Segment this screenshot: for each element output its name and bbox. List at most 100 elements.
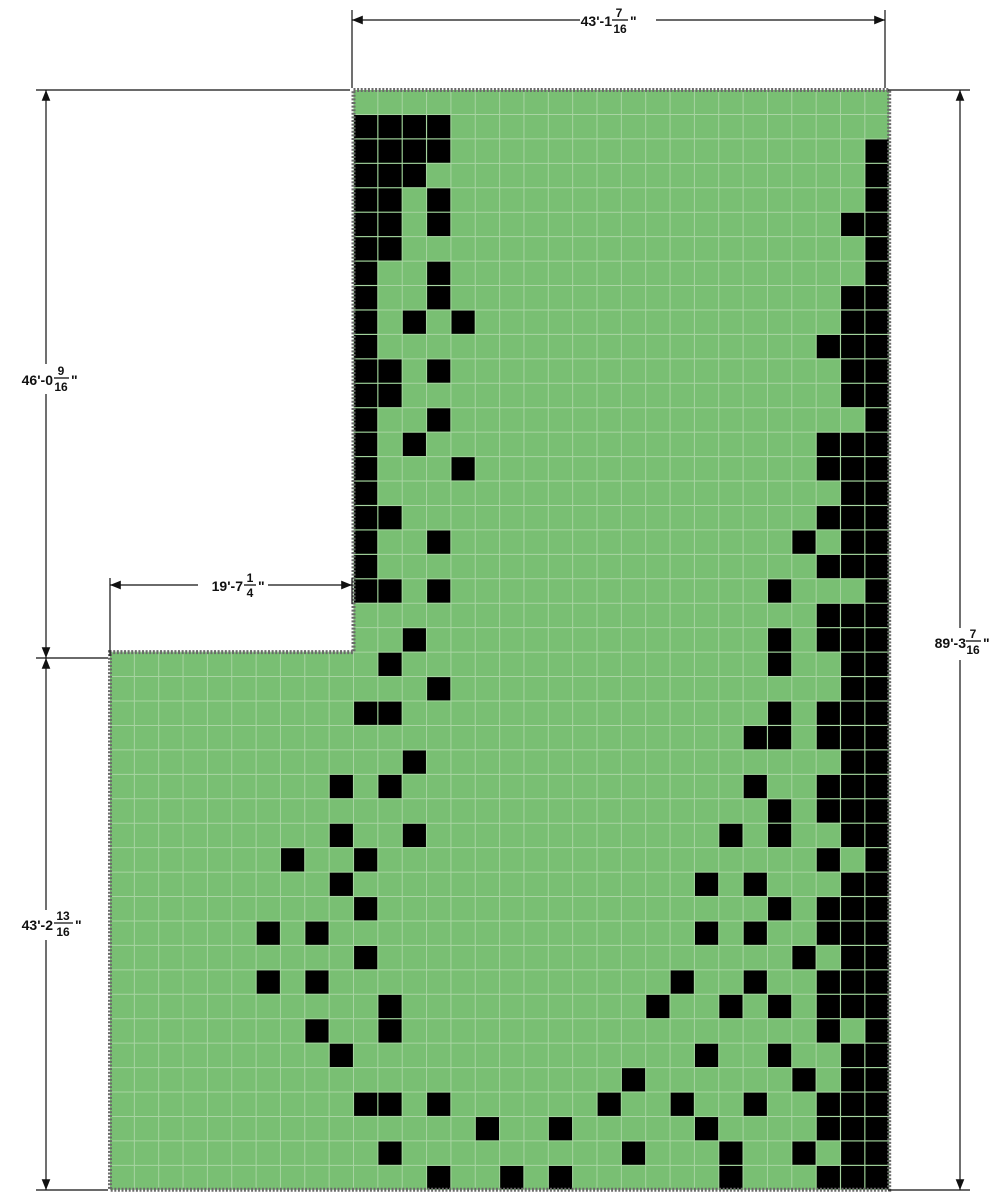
filled-cell <box>841 506 865 530</box>
filled-cell <box>354 359 378 383</box>
filled-cell <box>378 163 402 188</box>
filled-cell <box>865 188 889 212</box>
filled-cell <box>402 432 426 456</box>
filled-cell <box>402 139 426 163</box>
filled-cell <box>354 212 378 237</box>
filled-cell <box>719 994 743 1019</box>
filled-cell <box>841 774 865 799</box>
filled-cell <box>354 848 378 872</box>
filled-cell <box>841 652 865 676</box>
filled-cell <box>816 921 840 945</box>
filled-cell <box>816 1092 840 1116</box>
filled-cell <box>816 457 840 481</box>
filled-cell <box>816 799 840 823</box>
filled-cell <box>354 579 378 603</box>
filled-cell <box>354 946 378 970</box>
filled-cell <box>816 1117 840 1141</box>
filled-cell <box>792 1141 816 1165</box>
filled-cell <box>841 628 865 652</box>
filled-cell <box>354 432 378 456</box>
dimension-right-label: 89'-3 <box>935 635 967 651</box>
filled-cell <box>475 1117 499 1141</box>
dimension-left-lower-numerator: 13 <box>56 909 70 923</box>
filled-cell <box>427 530 451 554</box>
filled-cell <box>865 603 889 628</box>
filled-cell <box>451 310 475 334</box>
dimension-left-upper-numerator: 9 <box>58 364 65 378</box>
filled-cell <box>378 188 402 212</box>
filled-cell <box>329 1043 353 1067</box>
filled-cell <box>670 1092 694 1116</box>
dimension-left-upper-label: 46'-0 <box>22 372 54 388</box>
filled-cell <box>841 1068 865 1092</box>
filled-cell <box>865 799 889 823</box>
dimension-top-numerator: 7 <box>616 6 623 20</box>
filled-cell <box>743 774 767 799</box>
filled-cell <box>354 1092 378 1116</box>
dimension-top-label: 43'-1 <box>581 13 613 29</box>
filled-cell <box>281 848 305 872</box>
filled-cell <box>695 1043 719 1067</box>
filled-cell <box>354 701 378 725</box>
filled-cell <box>402 310 426 334</box>
dimension-left-upper-denominator: 16 <box>54 380 68 394</box>
dimension-step-label: 19'-7 <box>212 578 244 594</box>
filled-cell <box>354 335 378 359</box>
filled-cell <box>865 921 889 945</box>
filled-cell <box>865 774 889 799</box>
dimension-step-inch: " <box>258 578 265 594</box>
filled-cell <box>354 383 378 408</box>
filled-cell <box>865 970 889 994</box>
filled-cell <box>719 823 743 848</box>
filled-cell <box>816 897 840 921</box>
filled-cell <box>378 579 402 603</box>
filled-cell <box>743 970 767 994</box>
dimension-left-lower-inch: " <box>75 917 82 933</box>
filled-cell <box>865 750 889 774</box>
filled-cell <box>865 1117 889 1141</box>
filled-cell <box>719 1165 743 1190</box>
filled-cell <box>354 310 378 334</box>
dimension-right-inch: " <box>983 635 990 651</box>
filled-cell <box>792 530 816 554</box>
filled-cell <box>548 1165 573 1190</box>
filled-cell <box>841 359 865 383</box>
filled-cell <box>427 1092 451 1116</box>
filled-cell <box>816 994 840 1019</box>
filled-cell <box>354 897 378 921</box>
filled-cell <box>865 994 889 1019</box>
filled-cell <box>378 212 402 237</box>
floor-area <box>108 88 892 1192</box>
filled-cell <box>792 1068 816 1092</box>
filled-cell <box>841 530 865 554</box>
filled-cell <box>427 1165 451 1190</box>
filled-cell <box>378 774 402 799</box>
filled-cell <box>768 701 792 725</box>
filled-cell <box>743 726 767 750</box>
filled-cell <box>768 652 792 676</box>
filled-cell <box>865 1043 889 1067</box>
filled-cell <box>427 579 451 603</box>
filled-cell <box>841 921 865 945</box>
filled-cell <box>743 921 767 945</box>
filled-cell <box>743 872 767 896</box>
filled-cell <box>841 994 865 1019</box>
filled-cell <box>865 432 889 456</box>
filled-cell <box>865 286 889 310</box>
filled-cell <box>865 726 889 750</box>
filled-cell <box>816 335 840 359</box>
tile-grid <box>110 90 890 1190</box>
filled-cell <box>670 970 694 994</box>
filled-cell <box>841 335 865 359</box>
filled-cell <box>865 823 889 848</box>
filled-cell <box>865 261 889 285</box>
filled-cell <box>354 115 378 139</box>
filled-cell <box>354 554 378 579</box>
filled-cell <box>816 701 840 725</box>
filled-cell <box>816 848 840 872</box>
filled-cell <box>378 359 402 383</box>
filled-cell <box>329 774 353 799</box>
filled-cell <box>865 359 889 383</box>
filled-cell <box>865 1068 889 1092</box>
